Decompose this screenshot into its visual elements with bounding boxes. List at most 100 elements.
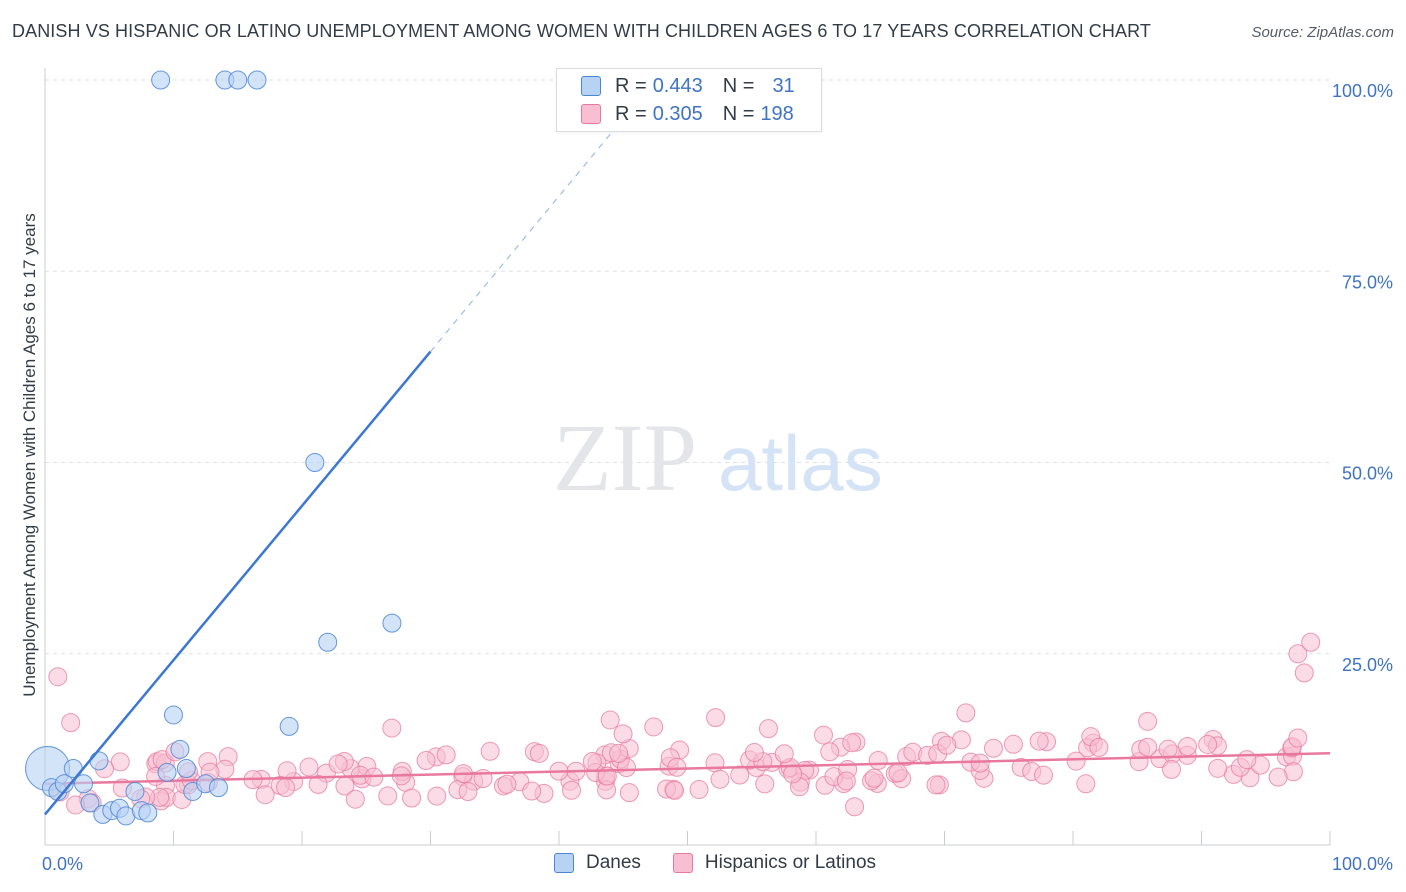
point-danes bbox=[247, 70, 267, 90]
point-hispanics bbox=[1161, 759, 1181, 779]
point-hispanics bbox=[667, 757, 687, 777]
point-hispanics bbox=[308, 774, 328, 794]
point-danes bbox=[382, 613, 402, 633]
point-hispanics bbox=[1158, 739, 1178, 759]
point-hispanics bbox=[820, 742, 840, 762]
source-label: Source: ZipAtlas.com bbox=[1251, 24, 1394, 41]
y-tick-label: 25.0% bbox=[1342, 655, 1393, 675]
point-hispanics bbox=[814, 725, 834, 745]
point-danes bbox=[89, 751, 109, 771]
point-hispanics bbox=[970, 753, 990, 773]
point-danes bbox=[208, 778, 228, 798]
point-hispanics bbox=[644, 717, 664, 737]
point-hispanics bbox=[665, 780, 685, 800]
point-hispanics bbox=[1076, 774, 1096, 794]
point-hispanics bbox=[529, 743, 549, 763]
x-tick-label: 0.0% bbox=[42, 854, 83, 874]
trendline-hispanics bbox=[44, 751, 1331, 786]
point-danes bbox=[157, 762, 177, 782]
point-hispanics bbox=[868, 750, 888, 770]
point-danes bbox=[228, 70, 248, 90]
point-hispanics bbox=[983, 738, 1003, 758]
point-hispanics bbox=[427, 786, 447, 806]
point-hispanics bbox=[416, 750, 436, 770]
legend-r-label: R = bbox=[615, 74, 647, 97]
point-hispanics bbox=[480, 741, 500, 761]
series-swatch-hispanics bbox=[672, 853, 693, 873]
point-danes bbox=[305, 453, 325, 472]
point-danes bbox=[138, 803, 158, 823]
point-hispanics bbox=[382, 718, 402, 738]
point-danes bbox=[176, 759, 196, 778]
point-hispanics bbox=[1301, 632, 1321, 652]
legend-r-value-danes: 0.443 bbox=[652, 74, 703, 97]
series-legend: Danes Hispanics or Latinos bbox=[554, 852, 908, 874]
point-hispanics bbox=[1178, 736, 1198, 756]
point-hispanics bbox=[609, 743, 629, 763]
point-hispanics bbox=[783, 764, 803, 784]
point-hispanics bbox=[378, 786, 398, 806]
point-hispanics bbox=[619, 783, 639, 803]
legend-n-value-danes: 31 bbox=[772, 74, 795, 97]
point-hispanics bbox=[276, 778, 296, 798]
point-hispanics bbox=[345, 789, 365, 809]
point-hispanics bbox=[436, 745, 456, 765]
point-danes bbox=[170, 739, 190, 759]
trendline-danes-extension bbox=[430, 102, 637, 352]
point-hispanics bbox=[888, 763, 908, 783]
point-hispanics bbox=[299, 757, 319, 777]
point-hispanics bbox=[926, 775, 946, 795]
point-hispanics bbox=[1208, 758, 1228, 778]
legend-n-value-hispanics: 198 bbox=[760, 102, 794, 125]
point-hispanics bbox=[710, 769, 730, 789]
point-hispanics bbox=[1138, 711, 1158, 731]
point-hispanics bbox=[1268, 767, 1288, 787]
y-tick-label: 75.0% bbox=[1342, 272, 1393, 292]
point-hispanics bbox=[744, 742, 764, 762]
point-hispanics bbox=[706, 708, 726, 728]
point-hispanics bbox=[1288, 728, 1308, 748]
legend-n-label: N = bbox=[722, 102, 755, 125]
legend-n-label: N = bbox=[722, 74, 755, 97]
point-hispanics bbox=[1029, 731, 1049, 751]
point-hispanics bbox=[1288, 644, 1308, 664]
y-tick-label: 50.0% bbox=[1342, 464, 1393, 484]
point-hispanics bbox=[689, 780, 709, 800]
correlation-legend: R = 0.443 N = 31 R = 0.305 N = 198 bbox=[556, 68, 822, 132]
point-hispanics bbox=[758, 719, 778, 739]
point-danes bbox=[125, 781, 145, 801]
y-tick-label: 100.0% bbox=[1332, 81, 1393, 101]
legend-swatch-danes bbox=[581, 76, 601, 96]
point-hispanics bbox=[1138, 737, 1158, 757]
point-hispanics bbox=[582, 752, 602, 772]
trendline-danes bbox=[44, 350, 432, 816]
series-swatch-danes bbox=[554, 853, 574, 873]
chart-title: DANISH VS HISPANIC OR LATINO UNEMPLOYMEN… bbox=[12, 21, 1151, 41]
point-hispanics bbox=[497, 774, 517, 794]
point-danes bbox=[74, 774, 94, 794]
point-hispanics bbox=[1237, 750, 1257, 770]
legend-r-label: R = bbox=[615, 102, 647, 125]
point-hispanics bbox=[110, 752, 130, 772]
point-hispanics bbox=[613, 724, 633, 744]
series-name-hispanics: Hispanics or Latinos bbox=[704, 852, 877, 873]
point-danes bbox=[318, 632, 338, 652]
point-hispanics bbox=[1003, 734, 1023, 754]
point-hispanics bbox=[956, 703, 976, 723]
point-hispanics bbox=[937, 735, 957, 755]
point-hispanics bbox=[1034, 765, 1054, 785]
point-hispanics bbox=[1066, 751, 1086, 771]
point-hispanics bbox=[1198, 734, 1218, 754]
series-legend-hispanics: Hispanics or Latinos bbox=[672, 852, 877, 874]
point-hispanics bbox=[522, 781, 542, 801]
point-hispanics bbox=[255, 785, 275, 805]
point-danes bbox=[279, 716, 299, 736]
legend-row-danes: R = 0.443 N = 31 bbox=[581, 73, 795, 99]
point-hispanics bbox=[1294, 663, 1314, 683]
point-danes bbox=[80, 793, 100, 813]
point-hispanics bbox=[755, 774, 775, 794]
point-hispanics bbox=[864, 768, 884, 788]
series-name-danes: Danes bbox=[586, 852, 641, 873]
watermark-zip: ZIP bbox=[553, 404, 697, 511]
